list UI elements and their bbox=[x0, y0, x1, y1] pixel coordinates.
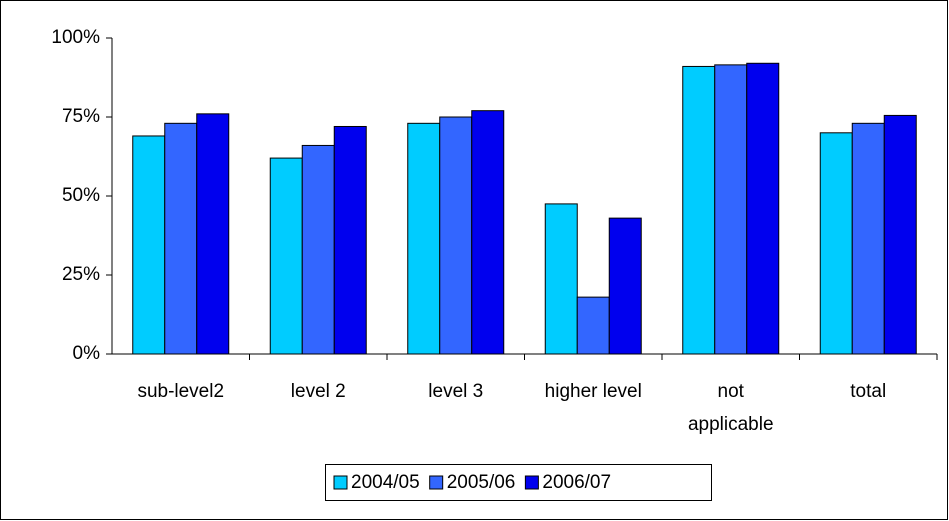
bar bbox=[196, 113, 230, 355]
legend-swatch bbox=[429, 475, 444, 490]
bar bbox=[746, 62, 780, 355]
legend-box bbox=[325, 464, 712, 501]
bar bbox=[608, 217, 642, 355]
bar bbox=[576, 296, 610, 355]
y-tick-label: 75% bbox=[62, 106, 100, 127]
bar bbox=[301, 144, 335, 355]
legend-label: 2005/06 bbox=[447, 472, 516, 493]
bar bbox=[269, 157, 303, 355]
x-tick-label: not applicable bbox=[688, 381, 774, 435]
x-tick-label: sub-level2 bbox=[137, 381, 224, 402]
bar bbox=[544, 203, 578, 355]
y-tick-label: 100% bbox=[51, 27, 100, 48]
y-tick-label: 0% bbox=[73, 343, 101, 364]
bar bbox=[883, 114, 917, 355]
y-tick-label: 50% bbox=[62, 185, 100, 206]
bar bbox=[819, 132, 853, 355]
y-tick-label: 25% bbox=[62, 264, 100, 285]
bar bbox=[333, 125, 367, 355]
legend-swatch bbox=[524, 475, 539, 490]
bar bbox=[439, 116, 473, 355]
x-tick-label: level 2 bbox=[291, 381, 346, 402]
legend-swatch bbox=[333, 475, 348, 490]
x-tick-label: level 3 bbox=[428, 381, 483, 402]
bar bbox=[407, 122, 441, 355]
bar bbox=[682, 65, 716, 355]
bar bbox=[164, 122, 198, 355]
bar bbox=[714, 64, 748, 355]
x-tick-label: higher level bbox=[545, 381, 642, 402]
bar bbox=[851, 122, 885, 355]
bar bbox=[471, 110, 505, 355]
legend-label: 2004/05 bbox=[351, 472, 420, 493]
legend-label: 2006/07 bbox=[542, 472, 611, 493]
x-tick-label: total bbox=[850, 381, 886, 402]
bar bbox=[132, 135, 166, 355]
